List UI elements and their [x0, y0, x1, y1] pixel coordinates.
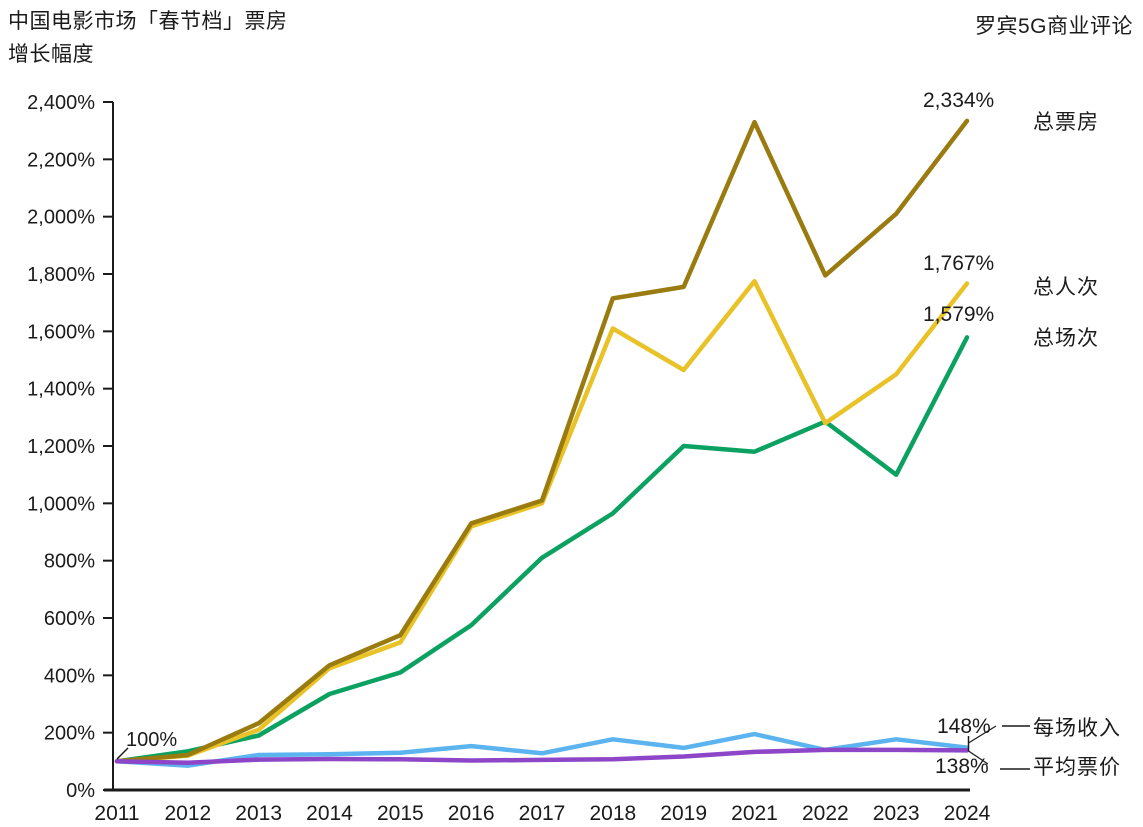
- chart-title-line1: 中国电影市场「春节档」票房: [8, 10, 288, 33]
- y-tick-label: 1,000%: [27, 493, 95, 515]
- start-annotation-label: 100%: [126, 729, 177, 751]
- series-label-总人次: 总人次: [1033, 276, 1099, 299]
- x-tick-label: 2022: [802, 802, 849, 825]
- end-value-平均票价: 138%: [935, 755, 989, 778]
- chart-title-line2: 增长幅度: [8, 42, 94, 66]
- series-line-总场次: [114, 335, 970, 764]
- x-tick-label: 2012: [164, 802, 211, 825]
- y-tick-label: 600%: [44, 608, 95, 630]
- x-tick-label: 2016: [448, 802, 495, 825]
- y-tick-label: 2,400%: [27, 92, 95, 114]
- y-tick-label: 1,600%: [27, 321, 95, 343]
- end-value-每场收入: 148%: [937, 715, 991, 738]
- x-tick-label: 2017: [519, 802, 566, 825]
- y-tick-label: 1,400%: [27, 379, 95, 401]
- x-tick-label: 2018: [589, 802, 636, 825]
- end-value-总人次: 1,767%: [923, 252, 994, 275]
- end-value-总场次: 1,579%: [923, 303, 994, 326]
- series-line-总票房: [114, 118, 970, 764]
- series-label-总场次: 总场次: [1033, 327, 1099, 350]
- series-label-总票房: 总票房: [1033, 111, 1099, 134]
- x-tick-label: 2021: [731, 802, 778, 825]
- x-tick-label: 2024: [944, 802, 991, 825]
- leader-avg-price: [968, 750, 989, 765]
- series-label-平均票价: 平均票价: [1033, 756, 1121, 779]
- y-tick-label: 800%: [44, 551, 95, 573]
- x-tick-label: 2015: [377, 802, 424, 825]
- y-tick-label: 1,200%: [27, 436, 95, 458]
- y-tick-label: 200%: [44, 723, 95, 745]
- x-tick-label: 2023: [873, 802, 920, 825]
- series-line-平均票价: [114, 747, 970, 766]
- leader-per-screening: [968, 725, 997, 744]
- x-tick-label: 2011: [94, 802, 139, 825]
- chart-title: 中国电影市场「春节档」票房 增长幅度: [8, 6, 288, 71]
- x-tick-label: 2014: [306, 802, 353, 825]
- y-tick-label: 2,000%: [27, 207, 95, 229]
- source-label: 罗宾5G商业评论: [974, 15, 1133, 38]
- start-annotation-leader: [116, 747, 129, 760]
- x-tick-label: 2019: [660, 802, 707, 825]
- x-tick-label: 2013: [235, 802, 282, 825]
- end-value-总票房: 2,334%: [923, 89, 994, 112]
- y-tick-label: 400%: [44, 665, 95, 687]
- series-line-总人次: [114, 278, 970, 764]
- y-tick-label: 1,800%: [27, 264, 95, 286]
- y-tick-label: 2,200%: [27, 149, 95, 171]
- series-label-每场收入: 每场收入: [1033, 717, 1121, 740]
- y-tick-label: 0%: [66, 780, 95, 802]
